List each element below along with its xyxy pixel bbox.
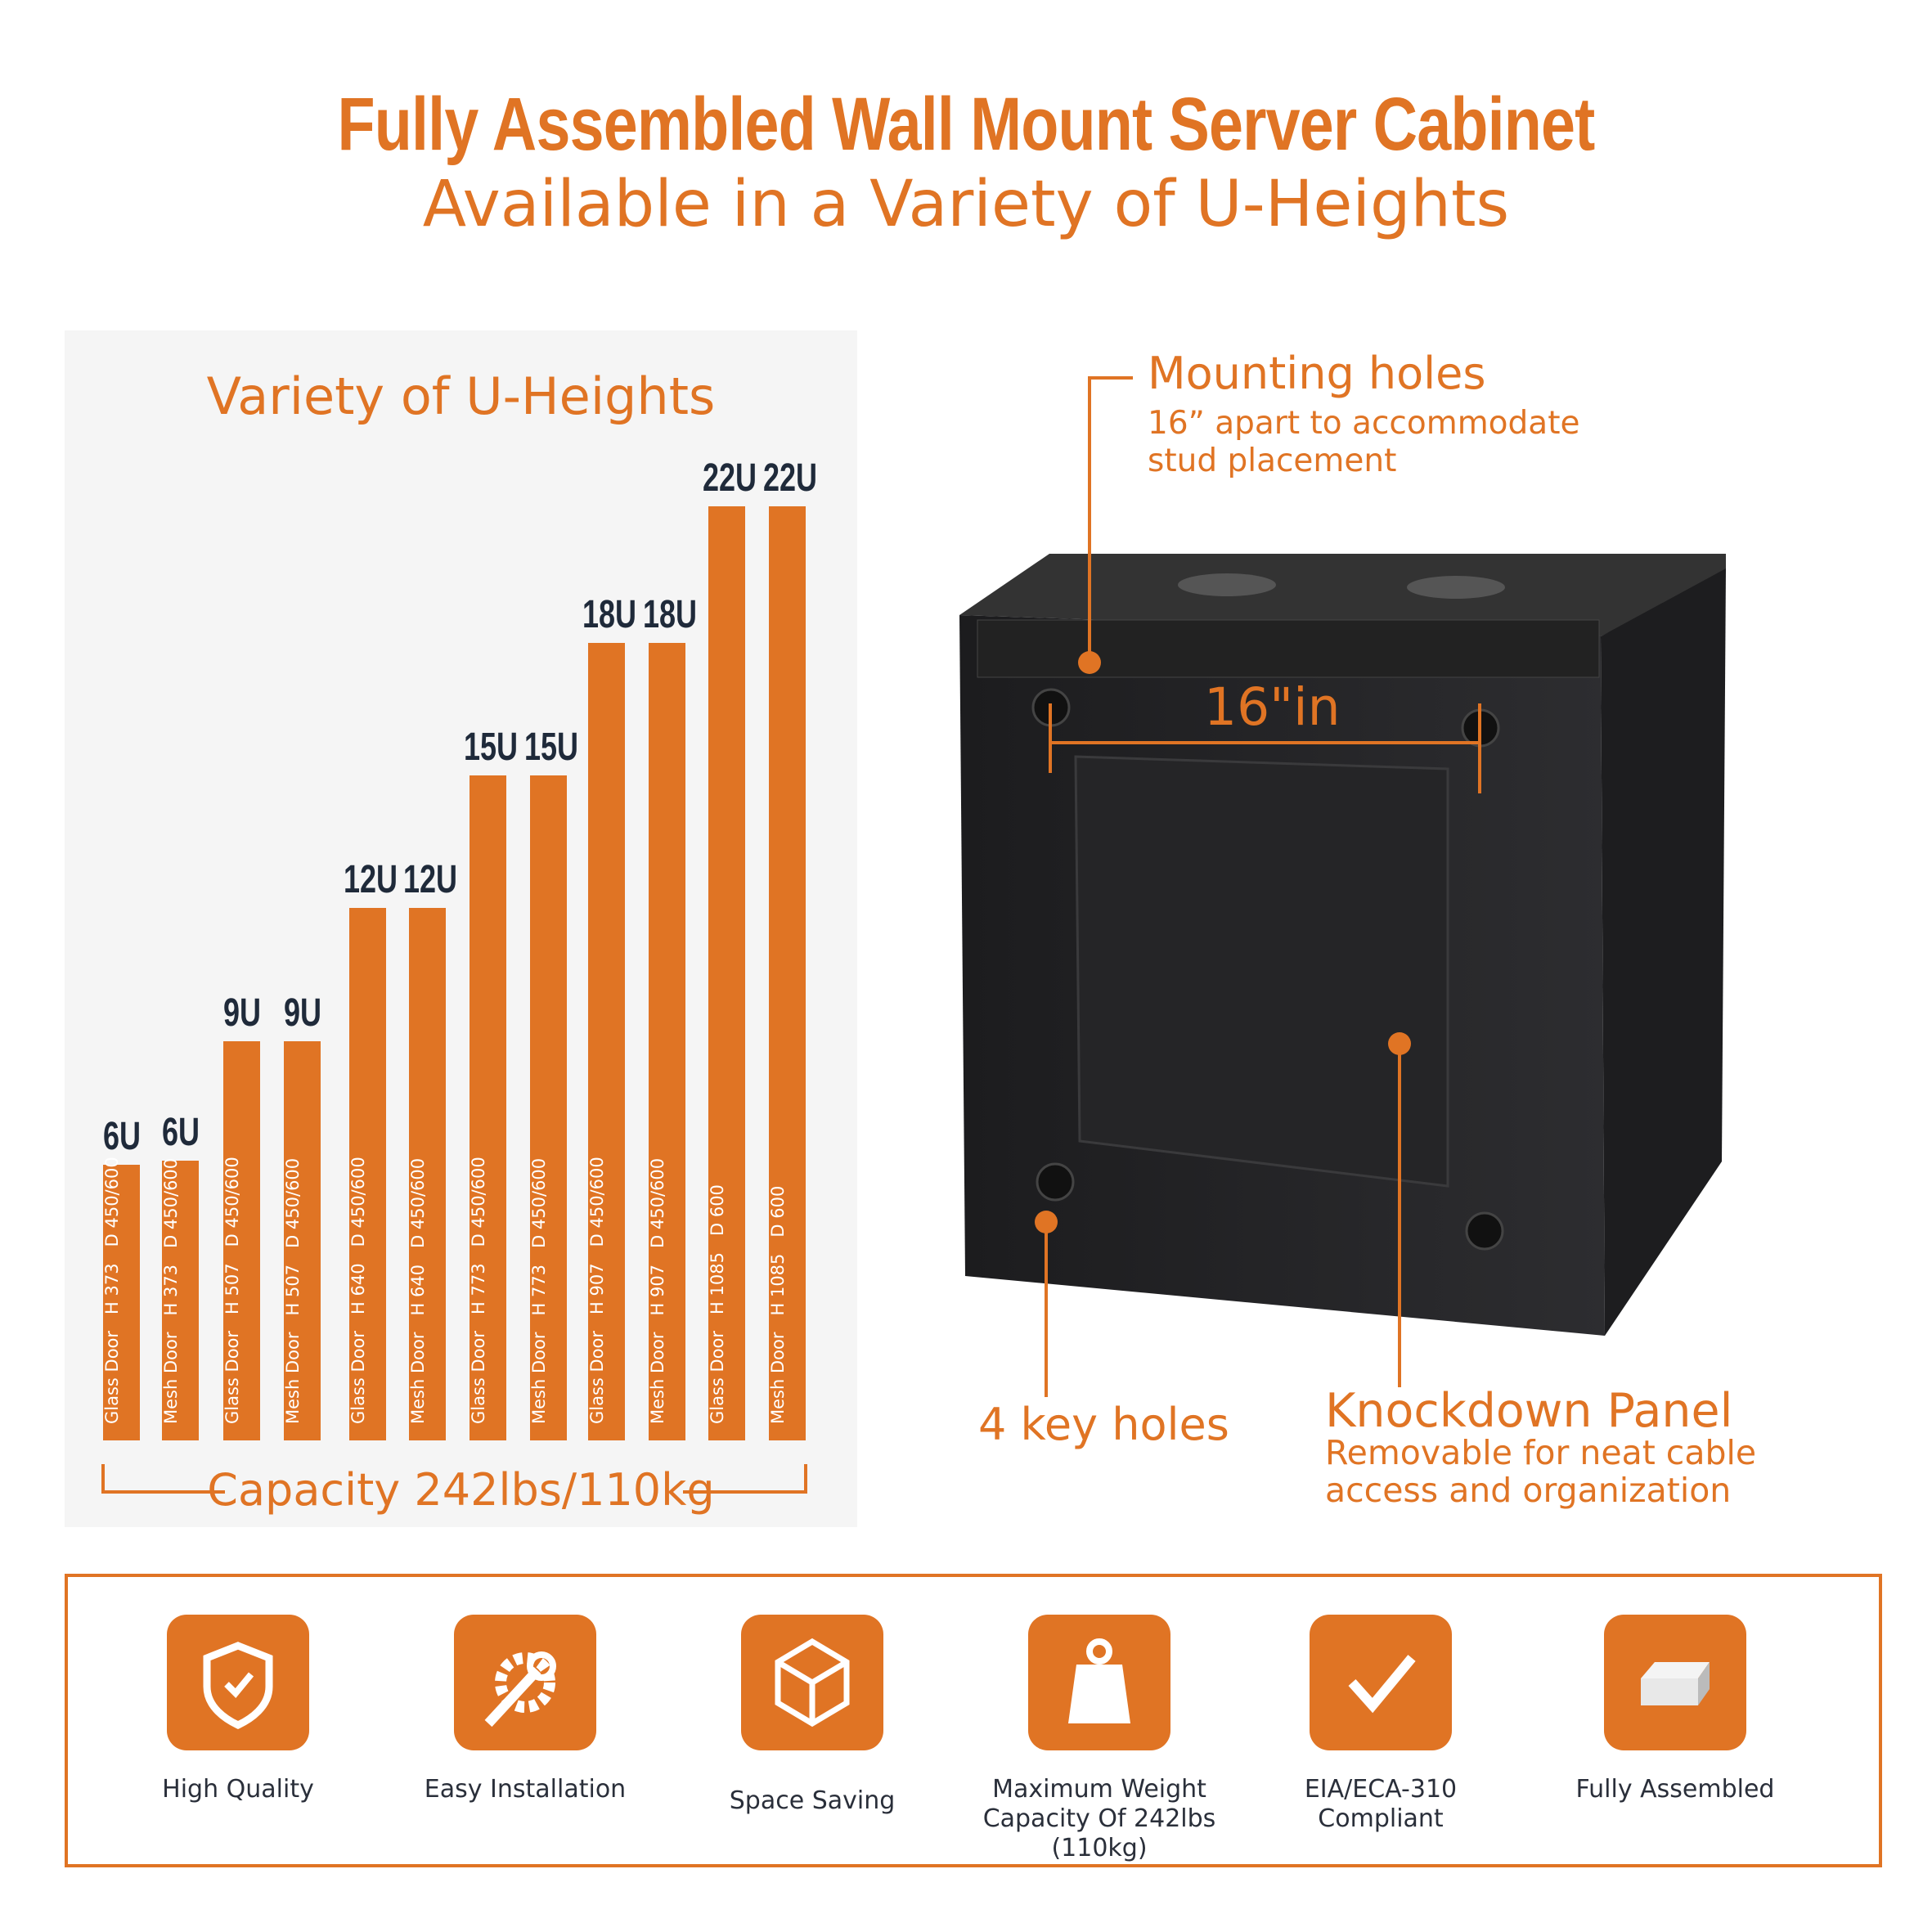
page-title: Fully Assembled Wall Mount Server Cabine… — [337, 83, 1596, 166]
shield-check-icon — [167, 1615, 309, 1750]
bar-label: 15U — [524, 726, 579, 769]
bar: Glass Door H 907 D 450/600 — [587, 643, 625, 1440]
bar-label: 9U — [283, 991, 322, 1035]
weight-icon — [1028, 1615, 1170, 1750]
feature-label: Easy Installation — [424, 1775, 627, 1804]
measure-label: 16"in — [1204, 677, 1341, 737]
feature-item: Space Saving — [690, 1615, 935, 1816]
chart-title: Variety of U-Heights — [206, 366, 716, 426]
bar-label: 22U — [763, 456, 818, 500]
bar: Glass Door H 773 D 450/600 — [469, 775, 506, 1440]
bar: Mesh Door H 907 D 450/600 — [648, 643, 685, 1440]
knockdown-sub: access and organization — [1325, 1471, 1732, 1510]
feature-label: EIA/ECA-310 Compliant — [1304, 1775, 1458, 1833]
bar-label: 18U — [643, 593, 698, 636]
bar-label: 9U — [222, 991, 262, 1035]
box-icon — [1604, 1615, 1746, 1750]
bar: Mesh Door H 507 D 450/600 — [283, 1041, 321, 1440]
bar-label: 15U — [464, 726, 519, 769]
bar: Glass Door H 1085 D 600 — [708, 506, 745, 1440]
bar: Mesh Door H 640 D 450/600 — [408, 908, 446, 1440]
feature-label: Space Saving — [729, 1786, 896, 1815]
bar-label: 12U — [403, 858, 458, 901]
bar: Mesh Door H 773 D 450/600 — [529, 775, 567, 1440]
bar: Glass Door H 640 D 450/600 — [348, 908, 386, 1440]
features-box — [65, 1574, 1882, 1867]
mounting-holes-title: Mounting holes — [1148, 348, 1486, 399]
feature-label: Fully Assembled — [1575, 1775, 1775, 1804]
feature-label: High Quality — [162, 1775, 314, 1804]
feature-item: Fully Assembled — [1552, 1615, 1798, 1804]
callout-lines — [1035, 376, 1481, 1397]
bar: Mesh Door H 1085 D 600 — [768, 506, 806, 1440]
bar-label: 18U — [582, 593, 637, 636]
page-subtitle: Available in a Variety of U-Heights — [422, 168, 1510, 241]
bar-label: 22U — [703, 456, 757, 500]
checkmark-icon — [1310, 1615, 1452, 1750]
feature-item: High Quality — [115, 1615, 361, 1804]
bar-label: 12U — [344, 858, 398, 901]
feature-item: Easy Installation — [402, 1615, 648, 1804]
knockdown-sub: Removable for neat cable — [1325, 1433, 1757, 1472]
bar: Mesh Door H 373 D 450/600 — [161, 1158, 199, 1440]
bar-label: 6U — [102, 1115, 142, 1158]
bar: Glass Door H 373 D 450/600 — [102, 1157, 140, 1440]
wrench-gear-icon — [454, 1615, 596, 1750]
feature-item: Maximum Weight Capacity Of 242lbs (110kg… — [977, 1615, 1222, 1863]
mounting-holes-sub: 16” apart to accommodate — [1148, 405, 1580, 442]
cube-icon — [741, 1615, 883, 1750]
feature-label: Maximum Weight Capacity Of 242lbs (110kg… — [982, 1775, 1216, 1862]
bar-label: 6U — [161, 1111, 200, 1154]
capacity-label: Capacity 242lbs/110kg — [207, 1464, 715, 1516]
feature-item: EIA/ECA-310 Compliant — [1258, 1615, 1503, 1834]
knockdown-title: Knockdown Panel — [1325, 1384, 1733, 1438]
capacity-bracket — [101, 1464, 807, 1494]
key-holes-label: 4 key holes — [978, 1399, 1229, 1450]
bar: Glass Door H 507 D 450/600 — [222, 1041, 260, 1440]
mounting-holes-sub: stud placement — [1148, 443, 1397, 479]
